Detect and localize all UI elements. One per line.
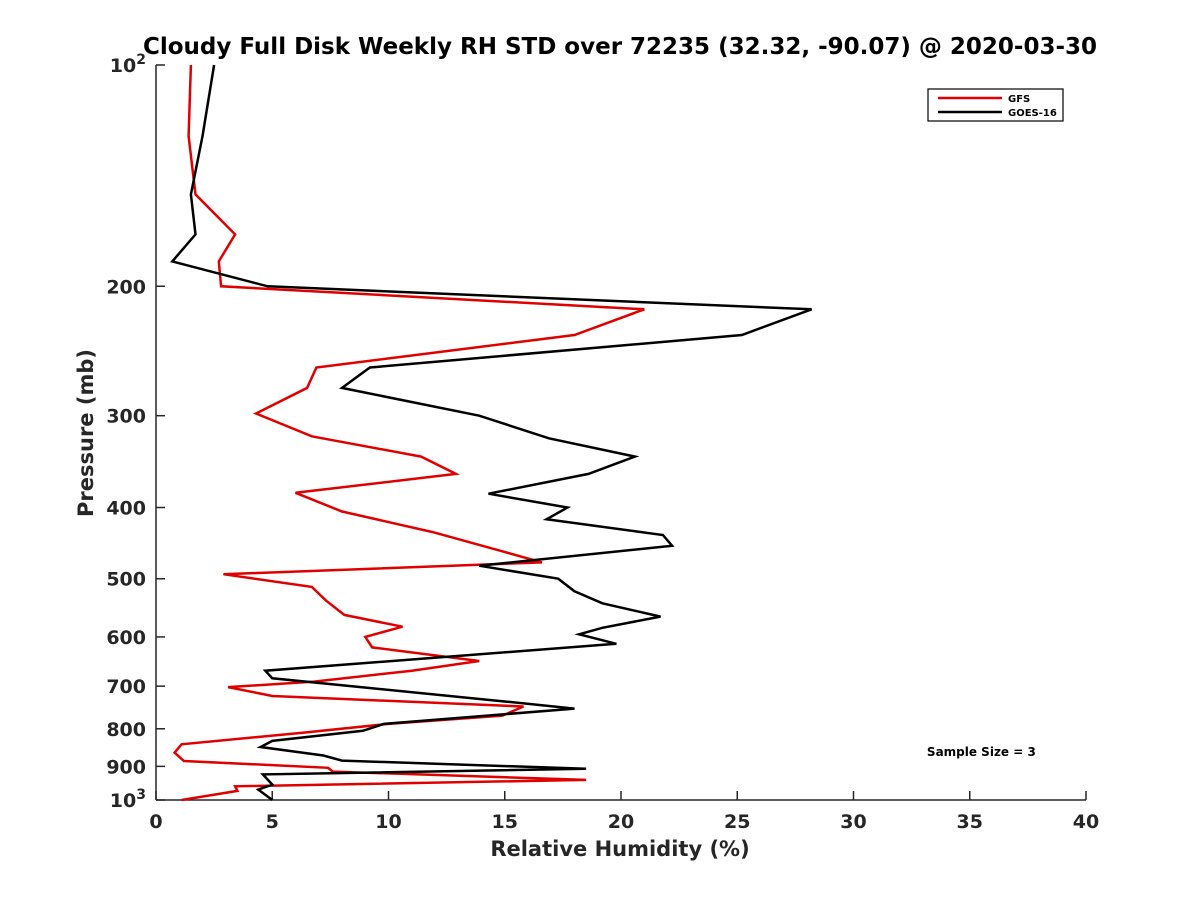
y-axis-label: Pressure (mb)	[74, 349, 98, 517]
legend-label: GOES-16	[1008, 108, 1057, 119]
x-tick-label: 30	[840, 811, 866, 833]
y-tick-label: 600	[106, 627, 146, 649]
legend-label: GFS	[1008, 94, 1030, 105]
y-tick-label: 400	[106, 498, 146, 520]
legend-box	[927, 88, 1064, 122]
axes-layer: 0 5 10 15 20 25 30 35 40 102 200 300 400 500 600 700 800…	[106, 52, 1099, 833]
chart-title: Cloudy Full Disk Weekly RH STD over 7223…	[143, 34, 1097, 60]
x-tick-label: 5	[266, 811, 279, 833]
y-tick-label: 700	[106, 676, 146, 698]
x-tick-label: 20	[608, 811, 634, 833]
legend: GFS GOES-16	[927, 88, 1064, 122]
x-tick-label: 15	[492, 811, 518, 833]
y-tick-label: 900	[106, 756, 146, 778]
series-line-gfs	[172, 64, 645, 802]
y-tick-label: 800	[106, 719, 146, 741]
x-axis-label: Relative Humidity (%)	[490, 837, 749, 861]
series-line-goes-16	[170, 64, 813, 802]
x-tick-label: 40	[1073, 811, 1099, 833]
series-layer	[170, 64, 813, 802]
y-tick-label: 300	[106, 406, 146, 428]
sample-size-annotation: Sample Size = 3	[927, 745, 1036, 759]
x-tick-label: 35	[957, 811, 983, 833]
x-tick-label: 10	[375, 811, 401, 833]
y-tick-label: 103	[110, 787, 146, 812]
x-tick-label: 0	[149, 811, 162, 833]
y-tick-label: 200	[106, 276, 146, 298]
y-tick-label: 102	[110, 52, 146, 77]
y-tick-label: 500	[106, 569, 146, 591]
annotations: Sample Size = 3	[927, 745, 1036, 759]
x-tick-label: 25	[724, 811, 750, 833]
